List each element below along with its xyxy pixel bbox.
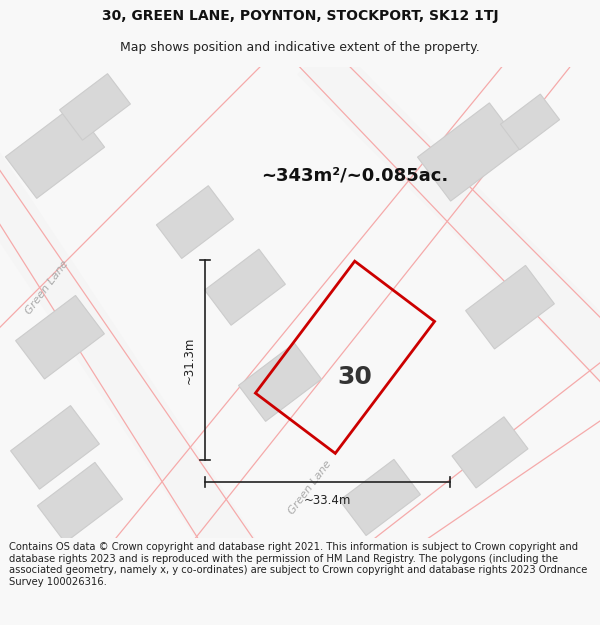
Text: ~343m²/~0.085ac.: ~343m²/~0.085ac.: [262, 166, 449, 184]
Polygon shape: [297, 39, 600, 385]
Text: Contains OS data © Crown copyright and database right 2021. This information is : Contains OS data © Crown copyright and d…: [9, 542, 587, 587]
Polygon shape: [239, 343, 322, 421]
Text: 30: 30: [338, 365, 373, 389]
Text: 30, GREEN LANE, POYNTON, STOCKPORT, SK12 1TJ: 30, GREEN LANE, POYNTON, STOCKPORT, SK12…: [101, 9, 499, 23]
Text: ~31.3m: ~31.3m: [182, 337, 196, 384]
Polygon shape: [466, 266, 554, 349]
Text: Green Lane: Green Lane: [23, 258, 70, 316]
Polygon shape: [11, 406, 100, 489]
Polygon shape: [205, 249, 286, 325]
Polygon shape: [157, 186, 233, 259]
Polygon shape: [37, 462, 122, 542]
Polygon shape: [340, 459, 421, 536]
Polygon shape: [452, 417, 528, 488]
Text: Map shows position and indicative extent of the property.: Map shows position and indicative extent…: [120, 41, 480, 54]
Text: ~33.4m: ~33.4m: [304, 494, 351, 507]
Polygon shape: [0, 138, 266, 581]
Polygon shape: [16, 296, 104, 379]
Polygon shape: [500, 94, 560, 150]
Polygon shape: [5, 106, 104, 198]
Polygon shape: [59, 74, 130, 140]
Polygon shape: [418, 103, 523, 201]
Text: Green Lane: Green Lane: [287, 459, 334, 516]
